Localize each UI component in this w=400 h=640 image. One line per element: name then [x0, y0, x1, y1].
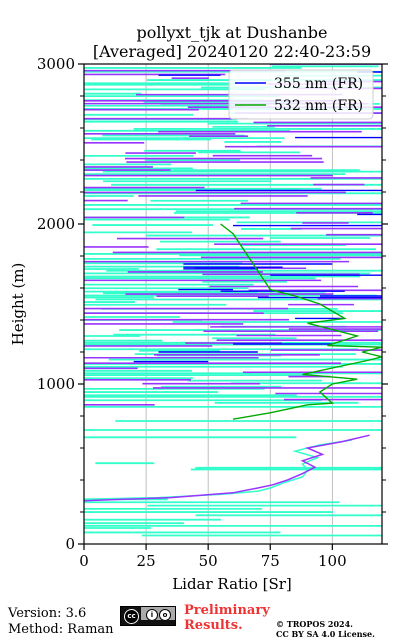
x-tick-label: 25 [137, 552, 156, 570]
tropos-line1: © TROPOS 2024. [276, 619, 353, 629]
y-tick-label: 2000 [37, 215, 75, 233]
preliminary-note: Preliminary Results. [184, 603, 270, 633]
profile-355-aerosol [84, 434, 370, 502]
lidar-ratio-chart: pollyxt_tjk at Dushanbe [Averaged] 20240… [9, 23, 388, 593]
preliminary-line1: Preliminary [184, 603, 270, 618]
y-axis-label: Height (m) [9, 263, 27, 346]
series-532-line [220, 223, 382, 420]
plot-frame [83, 63, 383, 545]
tropos-line2: CC BY SA 4.0 License. [276, 629, 375, 639]
x-tick-label: 0 [79, 552, 89, 570]
legend-label-355: 355 nm (FR) [274, 76, 363, 92]
x-tick-label: 75 [261, 552, 280, 570]
version-text: Version: 3.6 [8, 606, 87, 621]
plot-area [84, 64, 382, 537]
chart-title-line1: pollyxt_tjk at Dushanbe [136, 23, 327, 42]
preliminary-line2: Results. [184, 618, 243, 633]
legend-label-532: 532 nm (FR) [274, 98, 363, 114]
x-tick-label: 50 [199, 552, 218, 570]
footer-info: Version: 3.6 Method: Raman [8, 606, 114, 638]
y-tick-label: 3000 [37, 55, 75, 73]
chart-title-line2: [Averaged] 20240120 22:40-23:59 [93, 42, 371, 61]
x-axis-label: Lidar Ratio [Sr] [172, 575, 292, 593]
tropos-license: © TROPOS 2024. CC BY SA 4.0 License. [276, 619, 375, 639]
y-tick-label: 1000 [37, 375, 75, 393]
y-tick-label: 0 [65, 535, 75, 553]
method-text: Method: Raman [8, 622, 114, 637]
cc-license-icon: cc i o [120, 606, 176, 626]
x-tick-label: 100 [318, 552, 347, 570]
legend: 355 nm (FR) 532 nm (FR) [228, 69, 374, 120]
